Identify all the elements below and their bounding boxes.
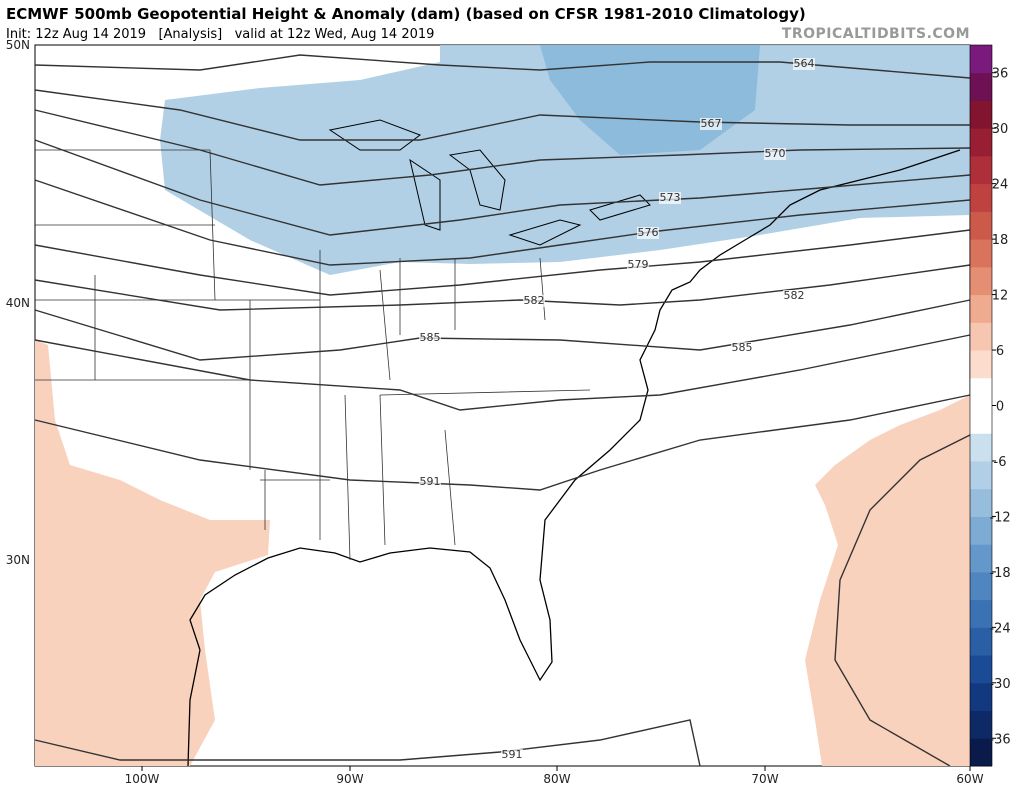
colorbar-segment bbox=[970, 45, 992, 74]
contour-label-bg bbox=[764, 148, 786, 160]
colorbar-segment bbox=[970, 183, 992, 212]
colorbar-segment bbox=[970, 655, 992, 684]
contour-label-bg bbox=[419, 332, 441, 344]
colorbar-segment bbox=[970, 72, 992, 101]
contour-label: 579 bbox=[628, 258, 649, 271]
colorbar-segment bbox=[970, 100, 992, 129]
colorbar-label: 12 bbox=[992, 289, 1009, 304]
colorbar-segment bbox=[970, 488, 992, 517]
lat-label: 40N bbox=[6, 296, 30, 310]
colorbar-segment bbox=[970, 322, 992, 351]
colorbar-segment bbox=[970, 155, 992, 185]
colorbar-label: 0 bbox=[996, 400, 1004, 415]
contour-label: 585 bbox=[420, 331, 441, 344]
state-borders bbox=[35, 149, 591, 561]
positive-anomaly-west bbox=[35, 340, 270, 766]
colorbar-segment bbox=[970, 294, 992, 323]
contour-label-bg bbox=[501, 749, 523, 761]
lon-label: 60W bbox=[956, 772, 983, 786]
height-contours bbox=[34, 54, 971, 767]
colorbar-segment bbox=[970, 128, 992, 157]
title: ECMWF 500mb Geopotential Height & Anomal… bbox=[6, 5, 806, 23]
colorbar-segment bbox=[970, 516, 992, 545]
colorbar-segment bbox=[970, 211, 992, 240]
lon-label: 90W bbox=[336, 772, 363, 786]
contour-label-bg bbox=[659, 192, 681, 204]
colorbar-segment bbox=[970, 738, 992, 767]
colorbar-label: 30 bbox=[992, 122, 1009, 137]
colorbar-segment bbox=[970, 433, 992, 462]
subtitle: Init: 12z Aug 14 2019 [Analysis] valid a… bbox=[6, 27, 434, 42]
negative-anomaly bbox=[160, 45, 970, 275]
contour-label: 591 bbox=[502, 748, 523, 761]
map-area bbox=[34, 44, 971, 767]
contour-label-bg bbox=[637, 227, 659, 239]
contour-label-bg bbox=[793, 58, 815, 70]
lon-label: 100W bbox=[125, 772, 160, 786]
contour-label-bg bbox=[523, 295, 545, 307]
contour-label: 567 bbox=[701, 117, 722, 130]
colorbar-label: -18 bbox=[989, 566, 1010, 581]
colorbar-segment bbox=[970, 460, 992, 490]
contour-label: 573 bbox=[660, 191, 681, 204]
colorbar-segment bbox=[970, 599, 992, 628]
lon-label: 70W bbox=[751, 772, 778, 786]
positive-anomaly-east bbox=[805, 395, 970, 766]
colorbar-label: -24 bbox=[989, 621, 1010, 636]
colorbar-segment bbox=[970, 350, 992, 379]
watermark: TROPICALTIDBITS.COM bbox=[782, 26, 970, 42]
colorbar-label: 24 bbox=[992, 178, 1009, 193]
colorbar-segment bbox=[970, 544, 992, 573]
colorbar-label: -30 bbox=[989, 677, 1010, 692]
colorbar-segment bbox=[970, 682, 992, 712]
contour-label-bg bbox=[627, 259, 649, 271]
colorbar-segment bbox=[970, 405, 992, 434]
contour-label-bg bbox=[700, 118, 722, 130]
contour-label: 591 bbox=[420, 475, 441, 488]
colorbar-label: -36 bbox=[989, 732, 1010, 747]
contour-label: 570 bbox=[765, 147, 786, 160]
colorbar-segment bbox=[970, 266, 992, 296]
colorbar-label: -6 bbox=[994, 455, 1007, 470]
colorbar-segment bbox=[970, 710, 992, 739]
contour-label: 576 bbox=[638, 226, 659, 239]
colorbar-label: -12 bbox=[989, 510, 1010, 525]
lon-label: 80W bbox=[543, 772, 570, 786]
great-lakes bbox=[328, 119, 651, 246]
coastline bbox=[187, 149, 961, 767]
colorbar-segment bbox=[970, 571, 992, 601]
contour-label: 564 bbox=[794, 57, 815, 70]
contour-label: 582 bbox=[784, 289, 805, 302]
colorbar-segment bbox=[970, 377, 992, 406]
lat-label: 30N bbox=[6, 553, 30, 567]
contour-label-bg bbox=[419, 476, 441, 488]
colorbar-label: 18 bbox=[992, 233, 1009, 248]
contour-label-bg bbox=[731, 342, 753, 354]
contour-label: 582 bbox=[524, 294, 545, 307]
colorbar-segment bbox=[970, 239, 992, 268]
colorbar-label: 36 bbox=[992, 67, 1009, 82]
colorbar-segment bbox=[970, 627, 992, 656]
contour-label-bg bbox=[783, 290, 805, 302]
contour-label: 585 bbox=[732, 341, 753, 354]
colorbar-label: 6 bbox=[996, 344, 1004, 359]
lat-label: 50N bbox=[6, 38, 30, 52]
